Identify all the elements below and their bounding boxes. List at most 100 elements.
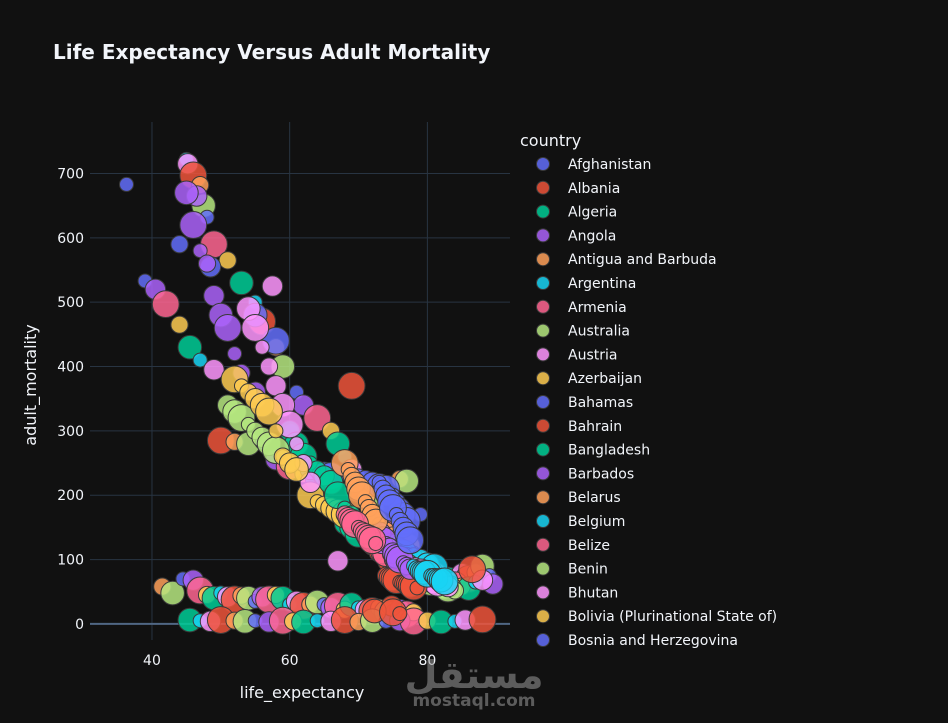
scatter-point: [241, 314, 270, 342]
legend-label: Bahrain: [568, 419, 622, 435]
y-tick-label: 100: [57, 553, 84, 569]
scatter-point: [218, 251, 237, 270]
legend-marker-icon: [536, 537, 550, 552]
legend-label: Austria: [568, 347, 617, 363]
scatter-point: [151, 290, 180, 319]
scatter-point: [192, 352, 208, 368]
legend-item[interactable]: Argentina: [536, 276, 637, 292]
legend-marker-icon: [536, 371, 550, 386]
legend-label: Bosnia and Herzegovina: [568, 633, 738, 649]
legend-item[interactable]: Bangladesh: [536, 442, 651, 459]
scatter-point: [177, 334, 203, 360]
scatter-point: [468, 605, 497, 634]
legend-item[interactable]: Bhutan: [536, 585, 619, 601]
scatter-point: [229, 270, 254, 296]
legend-label: Algeria: [568, 205, 617, 221]
scatter-point: [368, 535, 384, 551]
legend-item[interactable]: Afghanistan: [536, 157, 652, 173]
scatter-point: [179, 211, 208, 239]
legend-marker-icon: [536, 633, 550, 647]
axis-ticks: 40 60 80 0 100 200 300 400 500 600 700: [57, 166, 436, 669]
scatter-point: [337, 371, 366, 400]
legend-label: Benin: [568, 562, 608, 578]
y-tick-label: 500: [57, 295, 84, 311]
legend-item[interactable]: Algeria: [536, 204, 618, 221]
legend-item[interactable]: Austria: [536, 347, 618, 363]
legend-item[interactable]: Barbados: [536, 466, 635, 482]
legend-marker-icon: [536, 395, 550, 409]
legend-item[interactable]: Armenia: [536, 299, 627, 316]
scatter-point: [396, 526, 425, 555]
legend-label: Bangladesh: [568, 443, 650, 459]
legend-item[interactable]: Belarus: [536, 490, 621, 506]
x-axis-label: life_expectancy: [240, 683, 365, 703]
scatter-point: [261, 275, 284, 297]
legend-marker-icon: [536, 490, 550, 505]
scatter-point: [289, 436, 305, 452]
legend-label: Bolivia (Plurinational State of): [568, 609, 777, 625]
scatter-point: [170, 235, 189, 254]
y-tick-label: 600: [57, 231, 84, 247]
scatter-point: [174, 180, 199, 206]
legend-label: Barbados: [568, 466, 634, 482]
legend-marker-icon: [536, 299, 550, 314]
legend-item[interactable]: Australia: [536, 323, 630, 340]
scatter-point: [284, 457, 309, 482]
legend-label: Albania: [568, 181, 620, 197]
legend-label: Azerbaijan: [568, 371, 642, 387]
legend-marker-icon: [536, 514, 550, 528]
legend: Afghanistan Albania Algeria Angola Antigua a…: [536, 157, 778, 649]
legend-label: Belgium: [568, 514, 625, 530]
scatter-point: [213, 314, 242, 342]
scatter-point: [227, 346, 243, 362]
legend-item[interactable]: Azerbaijan: [536, 371, 643, 387]
legend-label: Belize: [568, 538, 610, 554]
legend-label: Australia: [568, 324, 630, 340]
scatter-point: [197, 254, 217, 273]
legend-item[interactable]: Bahrain: [536, 418, 623, 435]
legend-label: Armenia: [568, 300, 627, 316]
x-tick-label: 60: [281, 653, 299, 669]
y-axis-label: adult_mortality: [21, 324, 41, 445]
legend-label: Afghanistan: [568, 157, 651, 173]
legend-label: Bhutan: [568, 585, 618, 601]
scatter-point: [303, 404, 332, 432]
watermark: مستقل mostaql.com: [405, 653, 544, 711]
y-tick-label: 400: [57, 360, 84, 376]
legend-item[interactable]: Angola: [536, 228, 617, 244]
legend-marker-icon: [536, 228, 550, 243]
y-tick-label: 0: [75, 617, 84, 633]
x-tick-label: 80: [418, 653, 436, 669]
legend-marker-icon: [536, 466, 550, 481]
legend-marker-icon: [536, 561, 550, 576]
scatter-points: [118, 151, 504, 636]
legend-item[interactable]: Antigua and Barbuda: [536, 252, 717, 268]
y-tick-label: 700: [57, 166, 84, 182]
legend-label: Belarus: [568, 490, 621, 506]
scatter-point: [118, 176, 134, 192]
legend-marker-icon: [536, 157, 550, 171]
chart-title: Life Expectancy Versus Adult Mortality: [53, 40, 490, 64]
legend-item[interactable]: Bahamas: [536, 395, 634, 411]
legend-marker-icon: [536, 585, 550, 600]
scatter-point: [430, 567, 459, 596]
scatter-point: [203, 359, 225, 381]
legend-item[interactable]: Belize: [536, 537, 610, 554]
scatter-point: [327, 550, 349, 572]
legend-marker-icon: [536, 180, 550, 195]
legend-marker-icon: [536, 442, 550, 457]
scatter-point: [254, 339, 270, 355]
legend-item[interactable]: Belgium: [536, 514, 626, 530]
legend-marker-icon: [536, 276, 550, 290]
legend-item[interactable]: Bosnia and Herzegovina: [536, 633, 738, 649]
scatter-point: [392, 606, 408, 622]
legend-item[interactable]: Albania: [536, 180, 621, 197]
watermark-arabic: مستقل: [405, 653, 544, 697]
legend-label: Bahamas: [568, 395, 633, 411]
legend-marker-icon: [536, 418, 550, 433]
scatter-point: [170, 315, 189, 334]
scatter-point: [268, 423, 284, 439]
legend-item[interactable]: Benin: [536, 561, 608, 578]
legend-item[interactable]: Bolivia (Plurinational State of): [536, 609, 778, 625]
